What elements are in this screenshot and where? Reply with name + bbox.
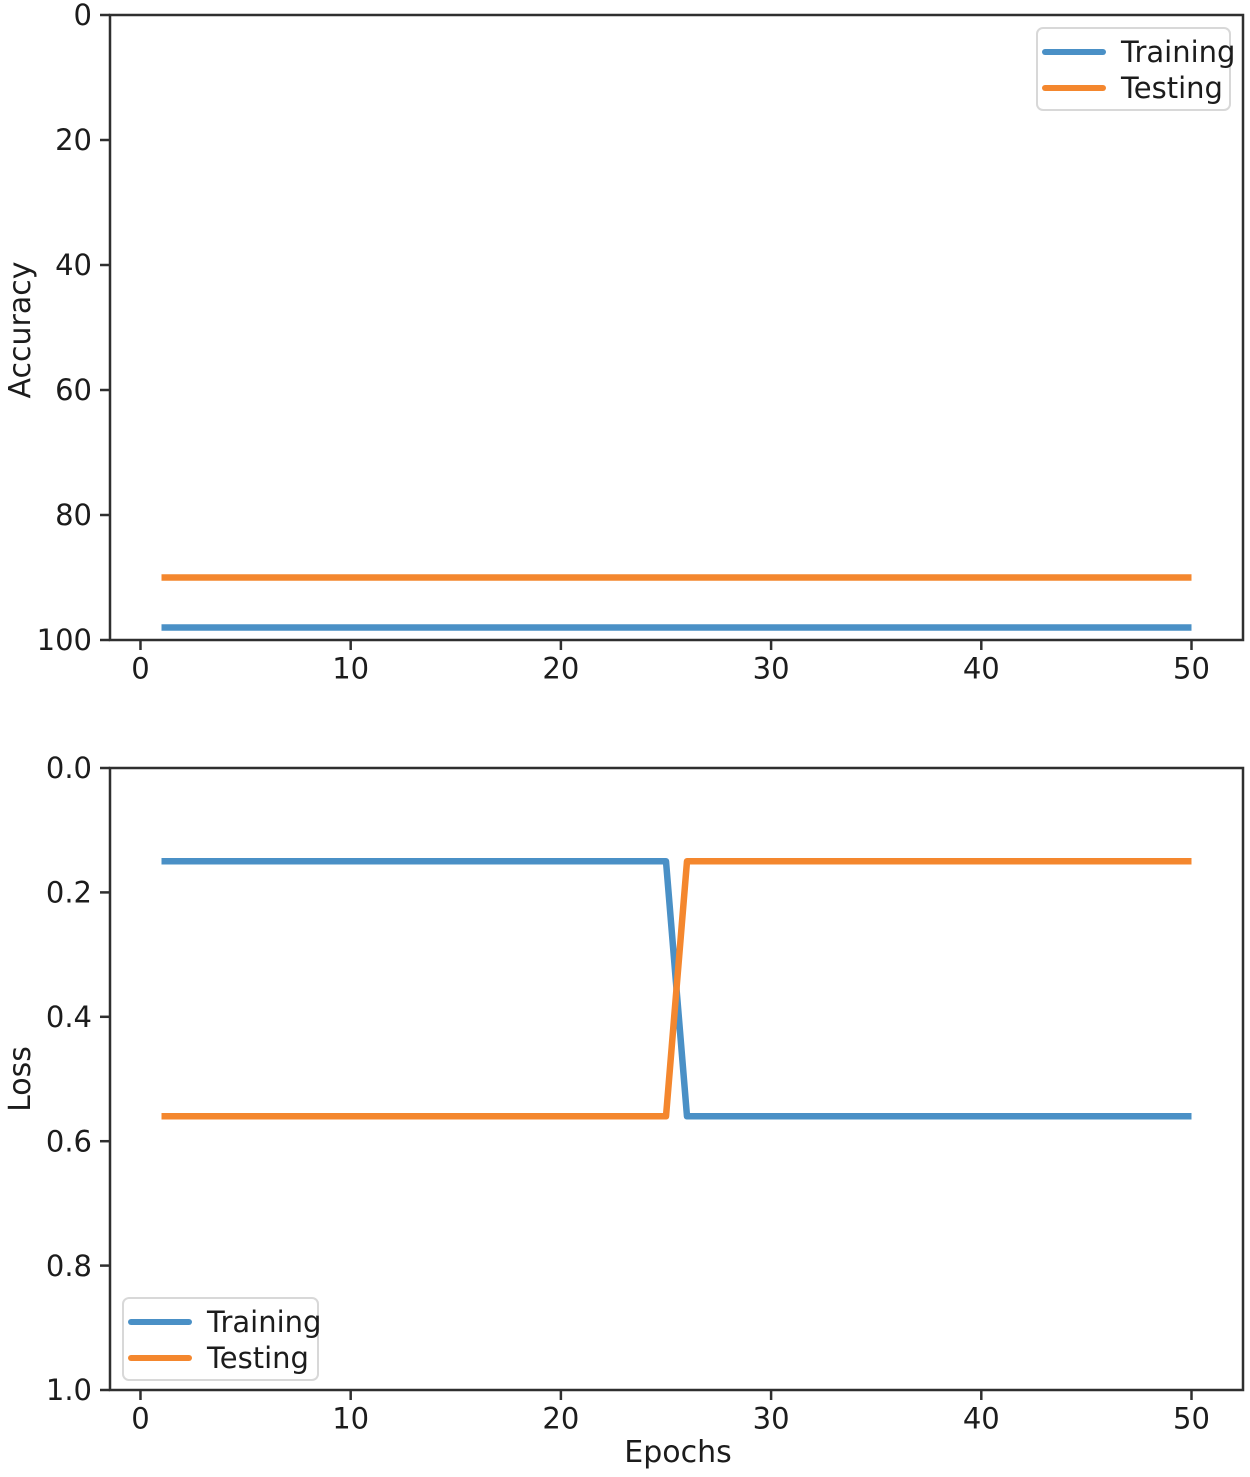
y-tick-label: 0.4 (46, 1000, 92, 1034)
x-tick-label: 10 (332, 652, 369, 686)
y-tick-label: 0.0 (46, 751, 92, 785)
x-tick-label: 40 (963, 1402, 1000, 1436)
loss-y-axis-label: Loss (3, 1046, 38, 1112)
x-tick-label: 0 (131, 652, 149, 686)
legend-label-training: Training (206, 1305, 321, 1339)
y-tick-label: 0.6 (46, 1124, 92, 1158)
accuracy-y-axis-label: Accuracy (3, 262, 38, 399)
legend-label-testing: Testing (1120, 71, 1223, 105)
y-tick-label: 0.2 (46, 876, 92, 910)
x-tick-label: 20 (542, 652, 579, 686)
y-tick-label: 20 (55, 123, 92, 157)
loss-x-axis-label: Epochs (624, 1435, 732, 1470)
x-tick-label: 30 (753, 1402, 790, 1436)
y-tick-label: 0 (74, 0, 92, 32)
y-tick-label: 60 (55, 373, 92, 407)
x-tick-label: 0 (131, 1402, 149, 1436)
y-tick-label: 0.8 (46, 1249, 92, 1283)
testing-line (161, 858, 1192, 1120)
legend-label-training: Training (1120, 35, 1235, 69)
x-tick-label: 30 (753, 652, 790, 686)
x-tick-label: 20 (542, 1402, 579, 1436)
x-tick-label: 50 (1173, 652, 1210, 686)
accuracy-series (161, 574, 1192, 631)
accuracy-plot-border (108, 13, 1245, 642)
loss-chart: 0 10 20 30 40 50 0.0 0.2 0.4 0.6 0.8 1.0 TrainingTes… (46, 751, 1245, 1436)
y-tick-label: 1.0 (46, 1373, 92, 1407)
y-tick-label: 40 (55, 248, 92, 282)
x-tick-label: 40 (963, 652, 1000, 686)
loss-x-ticks: 0 10 20 30 40 50 (131, 1390, 1210, 1436)
x-tick-label: 10 (332, 1402, 369, 1436)
accuracy-y-ticks: 0 20 40 60 80 100 (37, 0, 110, 657)
y-tick-label: 80 (55, 498, 92, 532)
loss-series (161, 858, 1192, 1120)
loss-plot-border (108, 766, 1245, 1392)
loss-y-ticks: 0.0 0.2 0.4 0.6 0.8 1.0 (46, 751, 110, 1407)
x-tick-label: 50 (1173, 1402, 1210, 1436)
accuracy-x-ticks: 0 10 20 30 40 50 (131, 640, 1210, 686)
legend-label-testing: Testing (206, 1341, 309, 1375)
y-tick-label: 100 (37, 623, 92, 657)
